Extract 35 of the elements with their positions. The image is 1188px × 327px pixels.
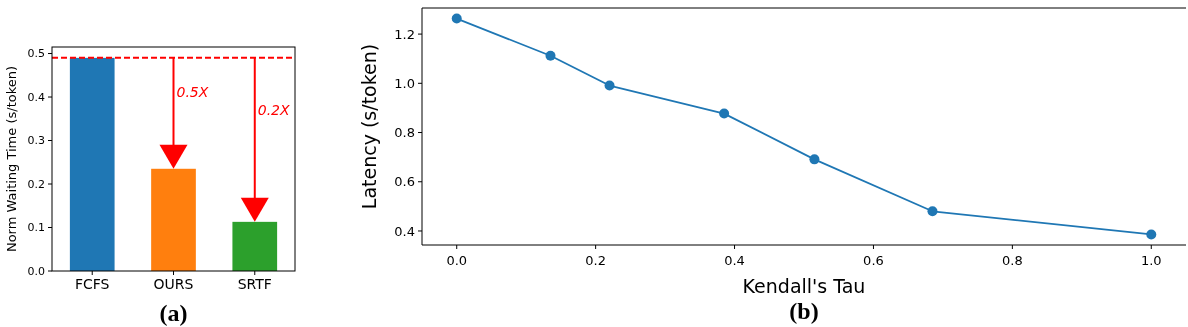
- x-tick-label: 0.0: [446, 253, 468, 268]
- y-tick-label: 0.2: [27, 177, 45, 191]
- y-tick-label: 0.4: [27, 90, 45, 104]
- annotation: 0.2X: [257, 102, 291, 119]
- point: [719, 108, 730, 119]
- point: [927, 206, 938, 217]
- y-tick-label: 0.6: [394, 174, 415, 190]
- y-tick-label: 0.0: [27, 264, 45, 278]
- x-tick-label: 0.6: [863, 253, 884, 268]
- text: (b): [789, 298, 819, 324]
- y-axis-title: Norm Waiting Time (s/token): [4, 65, 19, 253]
- point: [451, 13, 462, 24]
- point: [604, 80, 615, 91]
- bar: [69, 57, 115, 271]
- point: [1146, 229, 1157, 240]
- x-tick-label: 0.2: [585, 253, 606, 268]
- point: [545, 50, 556, 61]
- x-tick-label: SRTF: [237, 276, 272, 292]
- y-axis-title: Latency (s/token): [358, 43, 380, 210]
- y-tick-label: 0.4: [394, 223, 415, 239]
- x-tick-label: 1.0: [1140, 253, 1162, 268]
- point: [809, 154, 820, 165]
- y-tick-label: 0.8: [394, 125, 415, 141]
- y-tick-label: 0.5: [27, 47, 45, 61]
- y-tick-label: 1.2: [394, 26, 415, 42]
- x-tick-label: 0.4: [724, 253, 745, 268]
- y-tick-label: 1.0: [394, 75, 415, 91]
- x-tick-label: OURS: [153, 276, 194, 292]
- x-axis-title: Kendall's Tau: [742, 275, 866, 297]
- x-tick-label: FCFS: [74, 276, 110, 292]
- y-tick-label: 0.3: [27, 134, 45, 148]
- text: (a): [159, 300, 188, 326]
- annotation: 0.5X: [176, 83, 209, 100]
- x-tick-label: 0.8: [1002, 253, 1023, 268]
- y-tick-label: 0.1: [27, 221, 45, 235]
